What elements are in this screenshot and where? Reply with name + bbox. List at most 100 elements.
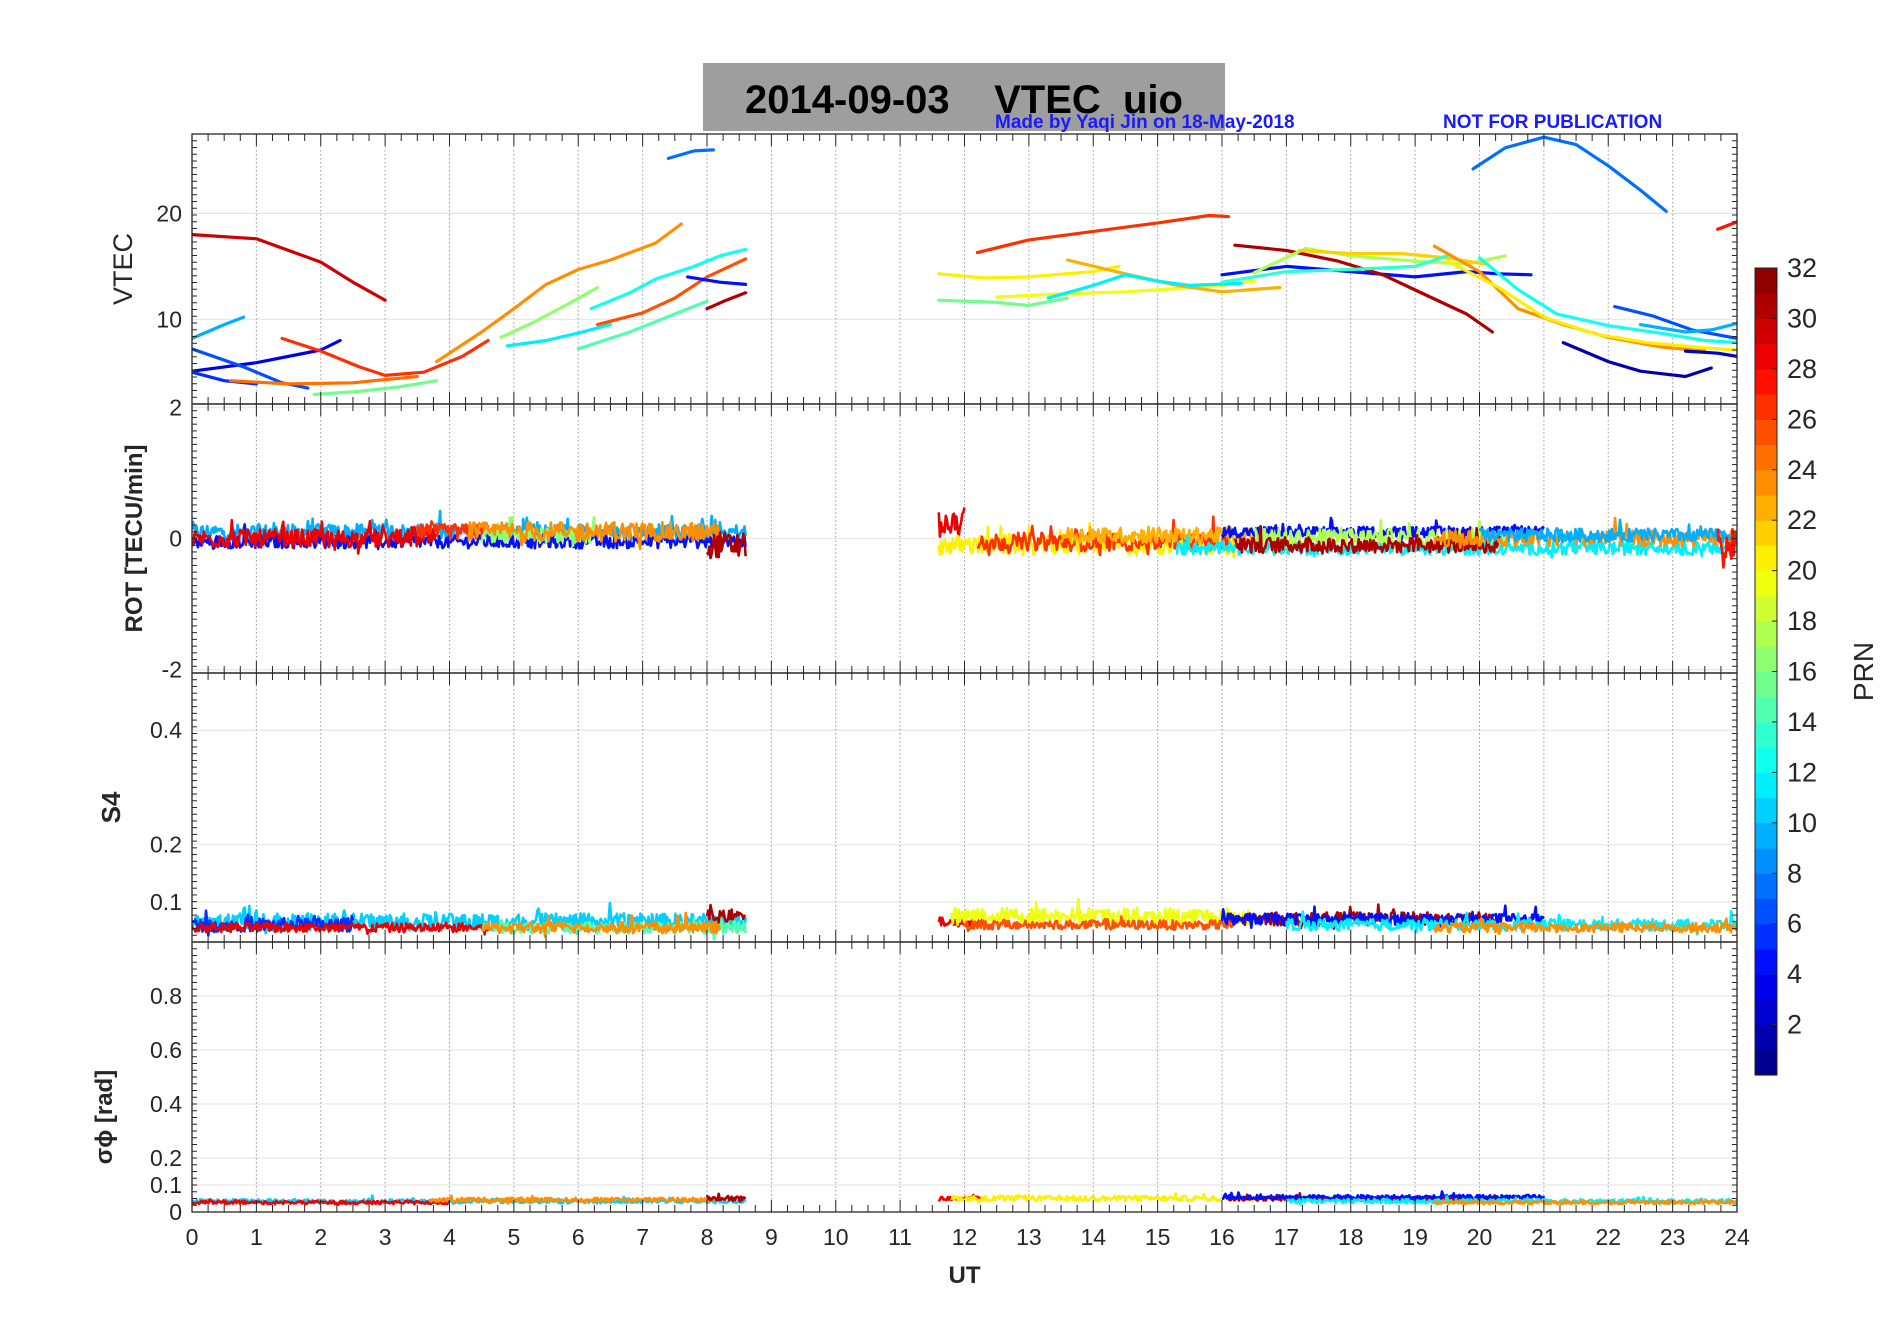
series-trace-prn-5 [1221, 1190, 1546, 1201]
y-axis-label: S4 [96, 791, 126, 823]
series-trace-prn-31 [1233, 524, 1501, 555]
series-line-prn-5 [686, 275, 748, 286]
x-tick-label: 18 [1338, 1224, 1364, 1250]
colorbar-tick-label: 2 [1787, 1010, 1802, 1040]
colorbar-tick-label: 32 [1787, 253, 1817, 283]
colorbar-tick-label: 6 [1787, 909, 1802, 939]
y-tick-label: 0.6 [150, 1037, 182, 1063]
colorbar-tick-label: 12 [1787, 757, 1817, 787]
colorbar-band [1755, 621, 1777, 647]
y-tick-label: -2 [162, 657, 182, 683]
x-tick-label: 2 [314, 1224, 327, 1250]
colorbar-band [1755, 595, 1777, 622]
series-line-prn-15 [576, 299, 709, 351]
y-tick-label: 0.8 [150, 983, 182, 1009]
y-tick-label: 0.1 [150, 889, 182, 915]
x-tick-label: 1 [250, 1224, 263, 1250]
colorbar-band [1755, 974, 1777, 1000]
colorbar-band [1755, 570, 1777, 597]
series-trace-prn-24 [480, 911, 722, 938]
colorbar-band [1755, 696, 1777, 723]
x-axis-label: UT [949, 1262, 981, 1289]
x-tick-label: 16 [1209, 1224, 1235, 1250]
series-line-prn-16 [312, 379, 439, 397]
colorbar-band [1755, 419, 1777, 446]
x-tick-label: 6 [572, 1224, 585, 1250]
x-tick-label: 10 [823, 1224, 849, 1250]
colorbar-band [1755, 1049, 1777, 1076]
colorbar-tick-label: 14 [1787, 707, 1817, 737]
series-line-prn-12 [505, 323, 613, 348]
y-tick-label: 0.1 [150, 1172, 182, 1198]
colorbar-band [1755, 394, 1777, 420]
x-tick-label: 14 [1080, 1224, 1106, 1250]
series-line-prn-2 [1561, 341, 1713, 379]
series-line-prn-24 [435, 222, 683, 364]
chart-title: 2014-09-03 VTEC uio [745, 78, 1183, 122]
colorbar-band [1755, 797, 1777, 824]
x-tick-label: 19 [1402, 1224, 1428, 1250]
x-tick-label: 13 [1016, 1224, 1042, 1250]
series-line-prn-17 [499, 285, 600, 339]
colorbar-band [1755, 520, 1777, 547]
colorbar-band [1755, 721, 1777, 748]
series-line-prn-7 [1613, 305, 1737, 340]
colorbar-band [1755, 368, 1777, 395]
series-line-prn-8 [1471, 135, 1668, 213]
colorbar-band [1755, 671, 1777, 698]
x-tick-label: 15 [1145, 1224, 1171, 1250]
series-line-prn-10 [1638, 321, 1737, 334]
colorbar-tick-label: 8 [1787, 858, 1802, 888]
colorbar-band [1755, 494, 1777, 521]
series-line-prn-12 [1046, 273, 1243, 300]
series-line-prn-31 [705, 291, 748, 311]
series-trace-prn-31 [705, 903, 747, 924]
series-line-prn-31 [1233, 243, 1495, 334]
series-trace-prn-24 [1433, 1197, 1737, 1206]
panel-rot: -2 0 2 ROT [TECU/min] [121, 394, 1738, 683]
colorbar-tick-label: 26 [1787, 404, 1817, 434]
series-line-prn-14 [1220, 254, 1449, 284]
x-tick-label: 12 [952, 1224, 978, 1250]
series-line-prn-30 [192, 233, 387, 302]
y-tick-label: 0 [169, 526, 182, 552]
series-line-prn-25 [229, 374, 419, 386]
credit-text: Made by Yaqi Jin on 18-May-2018 [995, 112, 1295, 133]
colorbar-tick-label: 28 [1787, 354, 1817, 384]
series-line-prn-7 [192, 347, 310, 390]
x-tick-label: 24 [1724, 1224, 1750, 1250]
panel-s4: 0.1 0.2 0.4 S4 [96, 672, 1738, 943]
data-layer [192, 897, 1737, 941]
colorbar-tick-label: 20 [1787, 556, 1817, 586]
y-tick-label: 20 [156, 200, 182, 226]
y-tick-label: 0.2 [150, 832, 182, 858]
series-trace-prn-29 [937, 507, 966, 539]
series-line-prn-23 [1065, 258, 1282, 294]
series-line-prn-10 [192, 315, 246, 340]
series-trace-prn-10 [1478, 518, 1737, 544]
colorbar-band [1755, 848, 1777, 874]
series-trace-prn-27 [416, 520, 490, 541]
colorbar-band [1755, 822, 1777, 849]
y-tick-label: 0.2 [150, 1145, 182, 1171]
y-tick-label: 0.4 [150, 1091, 182, 1117]
colorbar-tick-label: 18 [1787, 606, 1817, 636]
colorbar-band [1755, 646, 1777, 673]
colorbar-tick-label: 16 [1787, 657, 1817, 687]
series-line-prn-27 [280, 336, 490, 377]
x-tick-label: 11 [888, 1224, 912, 1250]
colorbar-band [1755, 999, 1777, 1026]
colorbar-band [1755, 1024, 1777, 1051]
colorbar-band [1755, 898, 1777, 925]
y-axis-label: σϕ [rad] [91, 1070, 118, 1164]
series-line-prn-21 [937, 264, 1121, 280]
x-tick-label: 8 [701, 1224, 714, 1250]
x-tick-label: 4 [443, 1224, 456, 1250]
series-trace-prn-31 [705, 1192, 747, 1203]
colorbar-label: PRN [1848, 642, 1879, 701]
series-trace-prn-20 [950, 897, 1256, 928]
x-tick-label: 17 [1274, 1224, 1300, 1250]
series-line-prn-3 [1683, 349, 1737, 358]
x-axis: 0 1 2 3 4 5 6 7 8 9 10 11 12 13 14 15 16 17 18 19 20 21 22 23 24… [186, 1224, 1750, 1289]
series-line-prn-16 [937, 296, 1070, 308]
